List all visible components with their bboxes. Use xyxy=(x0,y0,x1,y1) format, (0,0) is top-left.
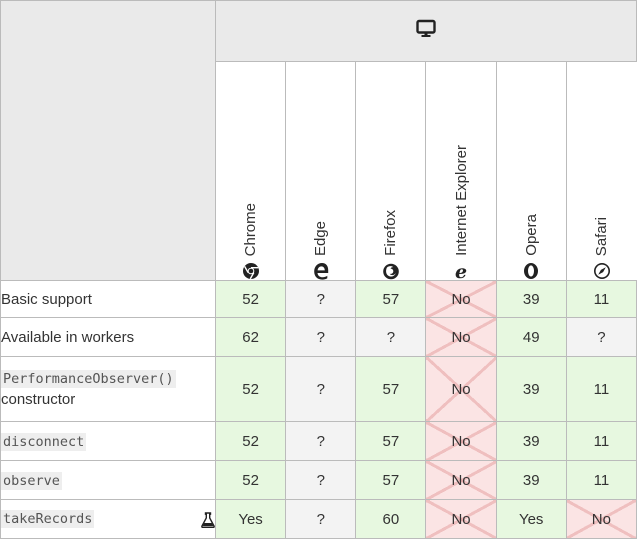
feature-sublabel: constructor xyxy=(1,391,76,408)
browser-name: Safari xyxy=(593,216,611,256)
svg-text:e: e xyxy=(455,262,467,280)
feature-name: disconnect xyxy=(0,421,216,461)
browser-name: Firefox xyxy=(382,210,400,256)
table-row: disconnect 52 ? 57 No 39 11 xyxy=(0,421,637,461)
flask-icon xyxy=(201,512,215,528)
support-cell-ie[interactable]: No xyxy=(425,421,497,461)
support-cell-firefox[interactable]: 57 xyxy=(355,421,427,461)
support-cell-ie[interactable]: No xyxy=(425,460,497,500)
support-cell-safari[interactable]: 11 xyxy=(565,421,637,461)
table-row: Basic support 52 ? 57 No 39 11 xyxy=(0,280,637,318)
feature-label: Available in workers xyxy=(1,328,135,346)
feature-code[interactable]: PerformanceObserver() xyxy=(1,370,176,388)
browser-header-safari: Safari xyxy=(565,61,637,281)
firefox-icon xyxy=(383,263,399,280)
support-cell-edge[interactable]: ? xyxy=(285,499,357,539)
desktop-icon xyxy=(416,19,436,37)
support-cell-chrome[interactable]: 52 xyxy=(214,356,287,422)
support-cell-opera[interactable]: 39 xyxy=(495,280,567,318)
support-cell-chrome[interactable]: 62 xyxy=(214,317,287,357)
support-cell-chrome[interactable]: 52 xyxy=(214,460,287,500)
feature-name: Basic support xyxy=(0,280,216,318)
support-cell-firefox[interactable]: 60 xyxy=(355,499,427,539)
support-cell-opera[interactable]: 39 xyxy=(495,421,567,461)
table-row: observe 52 ? 57 No 39 11 xyxy=(0,460,637,500)
feature-code[interactable]: observe xyxy=(1,471,62,490)
ie-icon: e xyxy=(455,262,467,280)
browser-header-firefox: Firefox xyxy=(355,61,427,281)
support-cell-edge[interactable]: ? xyxy=(285,460,357,500)
support-cell-edge[interactable]: ? xyxy=(285,356,357,422)
feature-name: PerformanceObserver() constructor xyxy=(0,356,216,422)
feature-code[interactable]: takeRecords xyxy=(1,510,95,528)
support-cell-opera[interactable]: 49 xyxy=(495,317,567,357)
browser-header-edge: Edge xyxy=(285,61,357,281)
table-row: PerformanceObserver() constructor 52 ? 5… xyxy=(0,356,637,422)
support-cell-edge[interactable]: ? xyxy=(285,280,357,318)
support-cell-opera[interactable]: Yes xyxy=(495,499,567,539)
platform-header-desktop xyxy=(215,0,637,62)
browser-header-internet-explorer: Internet Explorer e xyxy=(425,61,497,281)
support-cell-safari[interactable]: ? xyxy=(565,317,637,357)
feature-code[interactable]: disconnect xyxy=(1,432,87,451)
support-cell-firefox[interactable]: 57 xyxy=(355,460,427,500)
support-cell-ie[interactable]: No xyxy=(425,356,497,422)
edge-icon xyxy=(313,263,328,280)
feature-name: takeRecords xyxy=(0,499,216,539)
support-cell-opera[interactable]: 39 xyxy=(495,460,567,500)
support-cell-safari[interactable]: 11 xyxy=(565,460,637,500)
table-row: Available in workers 62 ? ? No 49 ? xyxy=(0,317,637,357)
feature-name: observe xyxy=(0,460,216,500)
support-cell-ie[interactable]: No xyxy=(425,499,497,539)
browser-name: Internet Explorer xyxy=(452,145,470,256)
browser-header-chrome: Chrome xyxy=(214,61,287,281)
support-cell-firefox[interactable]: 57 xyxy=(355,356,427,422)
support-cell-opera[interactable]: 39 xyxy=(495,356,567,422)
opera-icon xyxy=(524,263,539,279)
chrome-icon xyxy=(242,263,259,280)
support-cell-ie[interactable]: No xyxy=(425,317,497,357)
support-cell-ie[interactable]: No xyxy=(425,280,497,318)
feature-name: Available in workers xyxy=(0,317,216,357)
support-cell-edge[interactable]: ? xyxy=(285,421,357,461)
browser-name: Opera xyxy=(522,214,540,256)
support-cell-safari[interactable]: 11 xyxy=(565,280,637,318)
support-cell-chrome[interactable]: 52 xyxy=(214,280,287,318)
support-cell-edge[interactable]: ? xyxy=(285,317,357,357)
browser-name: Edge xyxy=(312,220,330,256)
feature-label: Basic support xyxy=(1,290,92,308)
support-cell-chrome[interactable]: 52 xyxy=(214,421,287,461)
support-cell-firefox[interactable]: 57 xyxy=(355,280,427,318)
safari-icon xyxy=(593,263,610,279)
browser-name: Chrome xyxy=(242,202,260,256)
support-cell-firefox[interactable]: ? xyxy=(355,317,427,357)
support-cell-chrome[interactable]: Yes xyxy=(214,499,287,539)
table-row: takeRecords Yes ? 60 No Yes No xyxy=(0,499,637,539)
browser-header-opera: Opera xyxy=(495,61,567,281)
table-corner xyxy=(0,0,216,281)
support-cell-safari[interactable]: 11 xyxy=(565,356,637,422)
support-cell-safari[interactable]: No xyxy=(565,499,637,539)
